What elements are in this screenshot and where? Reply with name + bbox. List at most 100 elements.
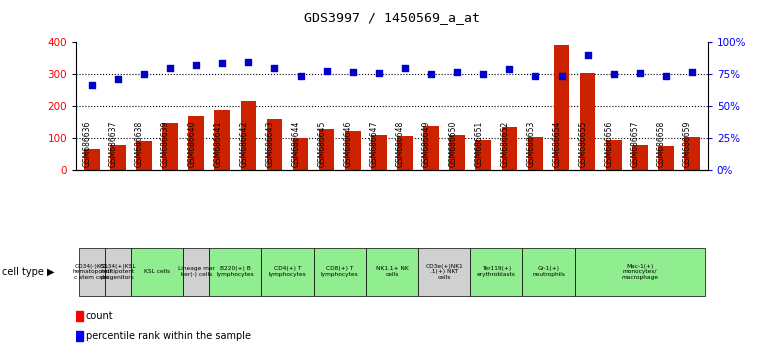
Bar <box>684 137 700 170</box>
Bar <box>476 139 491 170</box>
Text: CD34(-)KSL
hematopoieti
c stem cells: CD34(-)KSL hematopoieti c stem cells <box>72 264 111 280</box>
Text: count: count <box>86 311 113 321</box>
Bar <box>110 145 126 170</box>
Point <box>86 82 98 87</box>
Text: percentile rank within the sample: percentile rank within the sample <box>86 331 250 341</box>
Text: cell type: cell type <box>2 267 43 277</box>
Text: CD4(+) T
lymphocytes: CD4(+) T lymphocytes <box>269 267 307 277</box>
Text: Gr-1(+)
neutrophils: Gr-1(+) neutrophils <box>532 267 565 277</box>
Point <box>320 68 333 73</box>
Text: CD8(+) T
lymphocytes: CD8(+) T lymphocytes <box>321 267 358 277</box>
Text: GSM686658: GSM686658 <box>657 120 666 167</box>
Point <box>556 73 568 79</box>
Point <box>242 59 254 64</box>
Text: GSM686650: GSM686650 <box>448 120 457 167</box>
Text: GSM686638: GSM686638 <box>135 120 144 167</box>
Bar <box>527 137 543 170</box>
Bar <box>209 248 262 296</box>
Bar <box>522 248 575 296</box>
Bar <box>131 248 183 296</box>
Text: NK1.1+ NK
cells: NK1.1+ NK cells <box>375 267 409 277</box>
Text: CD3e(+)NK1
.1(+) NKT
cells: CD3e(+)NK1 .1(+) NKT cells <box>425 264 463 280</box>
Text: GSM686636: GSM686636 <box>83 120 92 167</box>
Text: GSM686656: GSM686656 <box>605 120 614 167</box>
Text: ▶: ▶ <box>47 267 55 277</box>
Bar <box>105 248 131 296</box>
Bar <box>397 136 412 170</box>
Point <box>399 65 411 71</box>
Text: GSM686642: GSM686642 <box>240 120 248 167</box>
Point <box>503 67 515 72</box>
Text: CD34(+)KSL
multipotent
progenitors: CD34(+)KSL multipotent progenitors <box>100 264 136 280</box>
Bar <box>501 127 517 170</box>
Point <box>269 65 281 71</box>
Point <box>138 72 150 77</box>
Point <box>112 76 124 82</box>
Point <box>581 52 594 58</box>
Bar <box>188 116 204 170</box>
Point <box>425 72 437 77</box>
Text: GSM686657: GSM686657 <box>631 120 640 167</box>
Bar <box>371 135 387 170</box>
Bar <box>262 248 314 296</box>
Bar <box>162 123 178 170</box>
Bar <box>76 311 83 321</box>
Bar <box>449 135 465 170</box>
Text: Ter119(+)
erythroblasts: Ter119(+) erythroblasts <box>477 267 516 277</box>
Bar <box>580 73 596 170</box>
Text: Lineage mar
ker(-) cells: Lineage mar ker(-) cells <box>177 267 215 277</box>
Bar <box>78 248 105 296</box>
Bar <box>606 139 622 170</box>
Point <box>660 73 672 79</box>
Text: GSM686659: GSM686659 <box>683 120 692 167</box>
Bar <box>76 331 83 341</box>
Text: GDS3997 / 1450569_a_at: GDS3997 / 1450569_a_at <box>304 11 480 24</box>
Text: GSM686645: GSM686645 <box>317 120 326 167</box>
Point <box>295 73 307 79</box>
Point <box>634 70 646 76</box>
Bar <box>418 248 470 296</box>
Bar <box>423 126 439 170</box>
Text: GSM686651: GSM686651 <box>474 120 483 167</box>
Bar <box>319 130 335 170</box>
Text: GSM686637: GSM686637 <box>109 120 118 167</box>
Text: GSM686644: GSM686644 <box>291 120 301 167</box>
Bar <box>136 141 151 170</box>
Bar <box>84 149 100 170</box>
Bar <box>240 101 256 170</box>
Text: GSM686639: GSM686639 <box>161 120 170 167</box>
Text: GSM686640: GSM686640 <box>187 120 196 167</box>
Point <box>477 72 489 77</box>
Bar <box>314 248 366 296</box>
Bar <box>554 45 569 170</box>
Point <box>373 70 385 76</box>
Text: Mac-1(+)
monocytes/
macrophage: Mac-1(+) monocytes/ macrophage <box>622 264 658 280</box>
Text: KSL cells: KSL cells <box>144 269 170 274</box>
Text: GSM686653: GSM686653 <box>527 120 536 167</box>
Text: GSM686655: GSM686655 <box>578 120 587 167</box>
Point <box>451 69 463 75</box>
Bar <box>183 248 209 296</box>
Text: GSM686649: GSM686649 <box>422 120 431 167</box>
Point <box>216 60 228 66</box>
Point <box>164 65 176 71</box>
Text: GSM686641: GSM686641 <box>213 120 222 167</box>
Bar <box>658 146 673 170</box>
Bar <box>266 119 282 170</box>
Point <box>608 72 620 77</box>
Bar <box>215 110 230 170</box>
Point <box>347 69 359 75</box>
Point <box>686 69 698 75</box>
Text: GSM686646: GSM686646 <box>344 120 353 167</box>
Text: GSM686647: GSM686647 <box>370 120 379 167</box>
Text: GSM686643: GSM686643 <box>266 120 275 167</box>
Point <box>190 63 202 68</box>
Bar <box>293 138 308 170</box>
Bar <box>575 248 705 296</box>
Text: GSM686648: GSM686648 <box>396 120 405 167</box>
Text: GSM686654: GSM686654 <box>552 120 562 167</box>
Text: GSM686652: GSM686652 <box>501 120 509 167</box>
Text: B220(+) B
lymphocytes: B220(+) B lymphocytes <box>216 267 254 277</box>
Bar <box>366 248 418 296</box>
Bar <box>470 248 522 296</box>
